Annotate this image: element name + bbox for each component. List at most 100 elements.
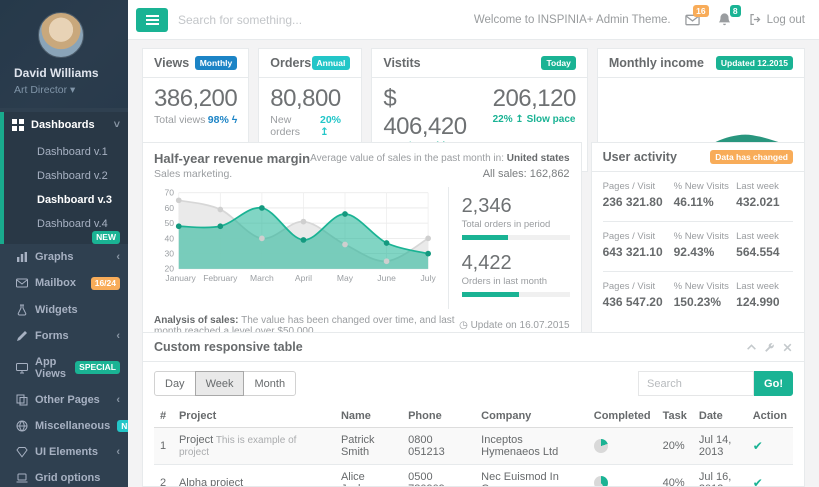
orders-value: 80,800	[270, 85, 350, 113]
sidebar-item-miscellaneous[interactable]: MiscellaneousNEW	[0, 413, 128, 440]
envelope-icon	[16, 277, 28, 289]
user-activity-cell: Last week124.990	[736, 281, 793, 309]
sidebar-item-mailbox[interactable]: Mailbox16/24	[0, 270, 128, 297]
user-activity-cell: % New Visits92.43%	[674, 231, 737, 259]
column-header: Company	[475, 405, 588, 428]
sidebar-nav: Dashboards˅Dashboard v.1Dashboard v.2Das…	[0, 108, 128, 487]
filter-month-button[interactable]: Month	[243, 371, 296, 396]
collapse-icon[interactable]	[746, 342, 757, 353]
dashboards-submenu: Dashboard v.1Dashboard v.2Dashboard v.3D…	[4, 138, 128, 244]
project-cell: Alpha project	[173, 465, 335, 487]
sidebar-group-grid-options: Grid options	[0, 465, 128, 487]
sidebar-item-label: Forms	[35, 330, 69, 342]
orders-last-month-value: 4,422	[462, 252, 570, 275]
visits-value-2: 206,120	[493, 85, 576, 113]
sidebar-item-app-views[interactable]: App ViewsSPECIAL	[0, 349, 128, 387]
sidebar-badge: SPECIAL	[75, 361, 120, 374]
table-row: 1Project This is example of projectPatri…	[154, 428, 793, 465]
sidebar-item-ui-elements[interactable]: UI Elements‹	[0, 439, 128, 465]
globe-icon	[16, 420, 28, 432]
column-header: Task	[657, 405, 693, 428]
global-search-input[interactable]	[178, 13, 464, 27]
user-activity-cell: % New Visits46.11%	[674, 181, 737, 209]
monthly-badge: Monthly	[195, 56, 238, 70]
name-cell: Alice Jackson	[335, 465, 402, 487]
wrench-icon[interactable]	[764, 342, 775, 353]
sidebar-item-label: Other Pages	[35, 394, 100, 406]
sign-out-icon	[749, 13, 762, 26]
svg-text:60: 60	[164, 202, 174, 212]
sidebar-item-graphs[interactable]: Graphs‹	[0, 244, 128, 270]
sidebar-item-label: UI Elements	[35, 446, 98, 458]
filter-week-button[interactable]: Week	[195, 371, 245, 396]
revenue-stats: 2,346 Total orders in period 4,422 Order…	[448, 187, 570, 309]
sidebar-item-dashboards[interactable]: Dashboards˅	[4, 112, 128, 138]
column-header: Project	[173, 405, 335, 428]
chevron-left-icon: ‹	[116, 251, 120, 263]
approve-check-icon[interactable]: ✔	[753, 439, 763, 453]
sidebar-badge: NEW	[117, 420, 128, 433]
date-cell: Jul 16, 2013	[693, 465, 747, 487]
user-activity-panel: User activity Data has changed Pages / V…	[591, 142, 805, 344]
svg-text:70: 70	[164, 187, 174, 197]
table-title: Custom responsive table	[154, 340, 303, 354]
column-header: Completed	[588, 405, 657, 428]
sidebar-subitem-dashboard-v-2[interactable]: Dashboard v.2	[4, 164, 128, 188]
sidebar-item-forms[interactable]: Forms ‹	[0, 323, 128, 349]
svg-text:January: January	[165, 273, 196, 283]
level-up-icon: ↥	[515, 114, 523, 125]
chevron-left-icon: ‹	[116, 330, 120, 342]
column-header: Phone	[402, 405, 475, 428]
svg-text:30: 30	[164, 248, 174, 258]
chevron-left-icon: ‹	[116, 394, 120, 406]
svg-text:20: 20	[164, 263, 174, 273]
completed-pie-cell	[588, 428, 657, 465]
visits-value-1: $ 406,420	[383, 85, 466, 140]
messages-icon[interactable]: 16	[685, 12, 703, 28]
orders-in-period-value: 2,346	[462, 195, 570, 218]
orders-sub: New orders	[270, 114, 320, 138]
logout-button[interactable]: Log out	[749, 13, 805, 26]
sidebar-item-grid-options[interactable]: Grid options	[0, 465, 128, 487]
sidebar-group-dashboards: Dashboards˅Dashboard v.1Dashboard v.2Das…	[0, 112, 128, 244]
orders-in-period-label: Total orders in period	[462, 219, 570, 230]
sidebar-item-widgets[interactable]: Widgets	[0, 297, 128, 323]
today-badge: Today	[541, 56, 575, 70]
sidebar-group-ui-elements: UI Elements‹	[0, 439, 128, 465]
sidebar-subitem-dashboard-v-3[interactable]: Dashboard v.3	[4, 188, 128, 212]
sidebar-group-miscellaneous: MiscellaneousNEW	[0, 413, 128, 440]
user-activity-title: User activity	[603, 150, 677, 164]
topbar: Welcome to INSPINIA+ Admin Theme. 16 8 L…	[128, 0, 819, 40]
menu-toggle-button[interactable]	[136, 8, 168, 32]
notifications-bell-icon[interactable]: 8	[717, 12, 735, 28]
approve-check-icon[interactable]: ✔	[753, 476, 763, 486]
views-percent: 98% ϟ	[208, 114, 238, 126]
sidebar-group-mailbox: Mailbox16/24	[0, 270, 128, 297]
laptop-icon	[16, 472, 28, 484]
desktop-icon	[16, 362, 28, 374]
notifications-count-badge: 8	[730, 5, 741, 17]
pencil-icon	[16, 330, 28, 342]
user-role-dropdown[interactable]: Art Director ▾	[14, 84, 128, 96]
sidebar: David Williams Art Director ▾ Dashboards…	[0, 0, 128, 487]
updated-badge: Updated 12.2015	[716, 56, 793, 70]
close-icon[interactable]	[782, 342, 793, 353]
sidebar-subitem-dashboard-v-1[interactable]: Dashboard v.1	[4, 140, 128, 164]
project-cell: Project This is example of project	[173, 428, 335, 465]
sidebar-item-label: Dashboards	[31, 119, 95, 131]
visits-title: Vistits	[383, 56, 420, 70]
table-search-input[interactable]	[638, 371, 754, 396]
new-badge: NEW	[92, 231, 120, 244]
sidebar-item-other-pages[interactable]: Other Pages ‹	[0, 387, 128, 413]
sidebar-group-other-pages: Other Pages ‹	[0, 387, 128, 413]
revenue-meta: Average value of sales in the past month…	[310, 151, 569, 183]
company-cell: Nec Euismod In Company	[475, 465, 588, 487]
orders-in-period-progress	[462, 235, 570, 240]
sidebar-subitem-dashboard-v-4[interactable]: Dashboard v.4NEW	[4, 212, 128, 236]
user-activity-cell: Pages / Visit436 547.20	[603, 281, 674, 309]
revenue-title: Half-year revenue margin	[154, 151, 310, 166]
avatar[interactable]	[38, 12, 84, 58]
filter-day-button[interactable]: Day	[154, 371, 196, 396]
clock-icon: ◷	[459, 320, 468, 331]
go-button[interactable]: Go!	[754, 371, 793, 396]
